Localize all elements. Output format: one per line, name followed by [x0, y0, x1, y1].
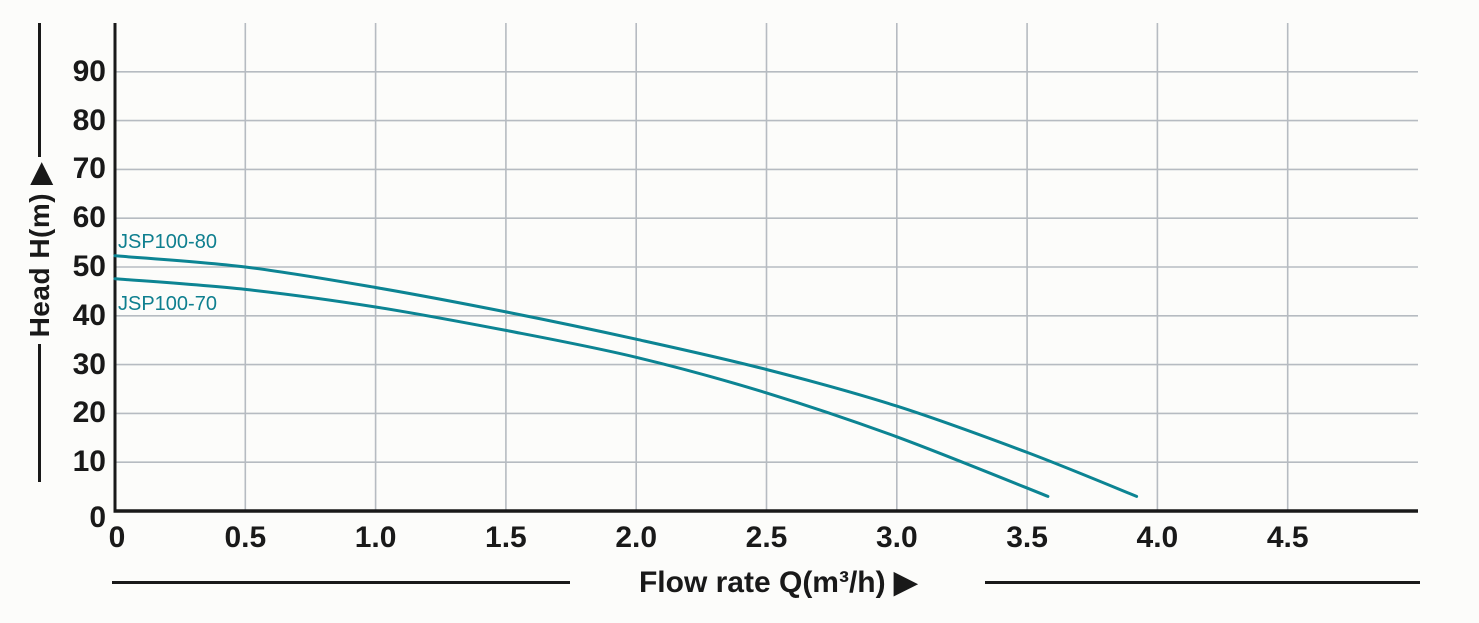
x-tick-label-3.5: 3.5	[1006, 521, 1048, 554]
curve-jsp100-80	[113, 254, 1139, 498]
y-axis-title-line-top	[38, 23, 41, 157]
y-axis-title: Head H(m) ▶	[24, 162, 55, 338]
y-tick-label-60: 60	[72, 201, 106, 235]
x-tick-label-2.5: 2.5	[745, 521, 788, 554]
y-tick-label-10: 10	[72, 445, 106, 479]
y-tick-label-0: 0	[89, 501, 106, 534]
x-tick-label-2.0: 2.0	[615, 521, 658, 554]
x-tick-label-4.5: 4.5	[1266, 521, 1309, 554]
y-tick-label-50: 50	[72, 250, 106, 283]
curve-jsp100-70	[113, 277, 1050, 498]
x-tick-label-3.0: 3.0	[875, 521, 918, 554]
y-tick-label-90: 90	[72, 54, 106, 88]
curve-label-jsp100-70: JSP100-70	[118, 293, 217, 315]
curve-label-jsp100-80: JSP100-80	[118, 231, 217, 253]
x-tick-label-0: 0	[108, 521, 126, 554]
y-tick-label-20: 20	[72, 396, 106, 430]
x-axis-title-line-right	[985, 581, 1420, 584]
x-tick-label-1.0: 1.0	[354, 521, 397, 554]
y-tick-label-70: 70	[72, 152, 106, 186]
x-tick-label-1.5: 1.5	[485, 521, 527, 554]
x-axis-title: Flow rate Q(m³/h) ▶	[638, 566, 918, 599]
y-tick-label-40: 40	[72, 298, 106, 332]
x-tick-label-0.5: 0.5	[224, 521, 267, 554]
x-tick-label-4.0: 4.0	[1136, 521, 1179, 554]
y-tick-label-80: 80	[72, 103, 106, 137]
x-axis-title-line-left	[112, 581, 570, 584]
y-axis-title-line-bottom	[38, 344, 41, 482]
y-tick-label-30: 30	[72, 347, 106, 381]
